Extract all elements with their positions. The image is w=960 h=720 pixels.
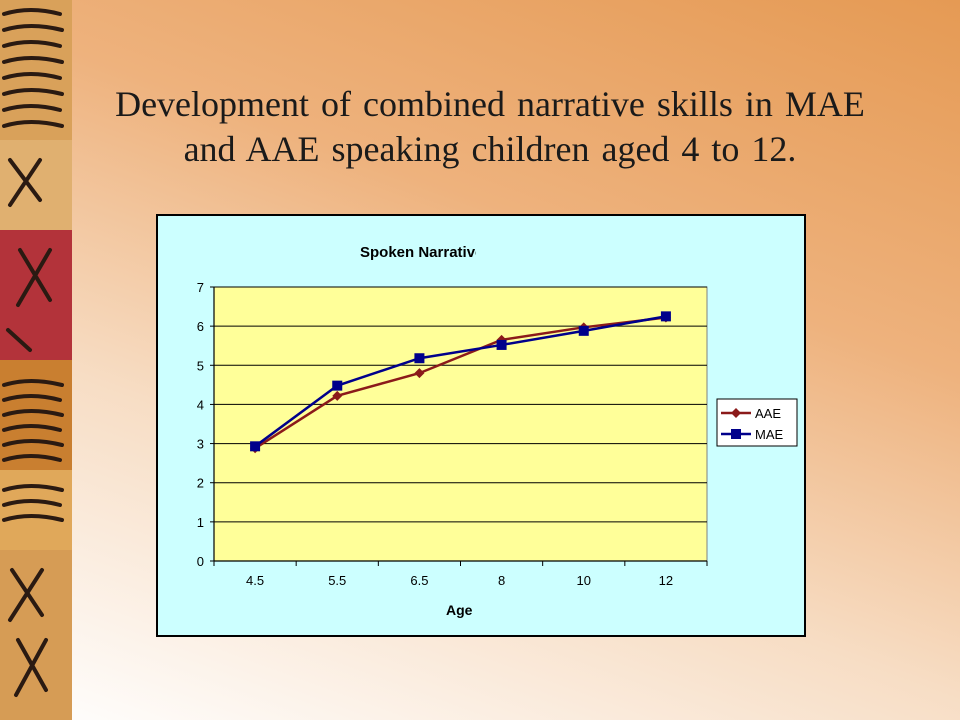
data-point-mae <box>414 353 425 364</box>
title-clip-mask <box>476 236 804 276</box>
legend-label: MAE <box>755 427 784 442</box>
x-axis-label: Age <box>446 602 473 618</box>
slide-title-line-1: Development of combined narrative skills… <box>115 84 865 124</box>
x-tick-label: 8 <box>498 573 505 588</box>
data-point-mae <box>578 325 589 336</box>
plot-area <box>213 286 708 562</box>
data-point-mae <box>332 380 343 391</box>
data-point-aae <box>332 390 343 401</box>
series-mae <box>250 311 671 452</box>
x-tick-label: 5.5 <box>328 573 346 588</box>
legend-box <box>716 398 798 447</box>
data-point-mae <box>250 441 261 452</box>
data-point-mae <box>496 339 507 350</box>
legend-marker <box>731 408 741 418</box>
y-tick-label: 0 <box>197 554 204 569</box>
y-tick-label: 1 <box>197 515 204 530</box>
x-tick-label: 12 <box>659 573 673 588</box>
y-axis-ticks: 0 1 2 3 4 5 6 7 <box>197 280 214 569</box>
series-line-aae <box>254 316 667 450</box>
x-axis-ticks: 4.5 5.5 6.5 8 10 12 <box>213 561 708 588</box>
slide-title: Development of combined narrative skills… <box>80 82 900 172</box>
legend-label: AAE <box>755 406 781 421</box>
y-tick-label: 3 <box>197 437 204 452</box>
series-line-mae <box>254 315 667 448</box>
y-tick-label: 7 <box>197 280 204 295</box>
x-tick-label: 10 <box>577 573 591 588</box>
slide-title-line-2: and AAE speaking children aged 4 to 12. <box>183 129 797 169</box>
legend: AAE MAE <box>716 398 798 447</box>
y-tick-label: 6 <box>197 319 204 334</box>
y-tick-label: 2 <box>197 476 204 491</box>
xlabel-clip-mask <box>476 596 804 631</box>
y-tick-label: 5 <box>197 358 204 373</box>
legend-item-aae: AAE <box>721 406 781 421</box>
data-point-mae <box>660 311 671 322</box>
legend-marker <box>731 429 741 439</box>
decorative-border-strip <box>0 0 72 720</box>
x-tick-label: 6.5 <box>410 573 428 588</box>
gridlines <box>214 286 707 523</box>
data-point-aae <box>414 368 425 379</box>
x-tick-label: 4.5 <box>246 573 264 588</box>
series-layer <box>250 311 671 454</box>
legend-item-mae: MAE <box>721 427 784 442</box>
y-tick-label: 4 <box>197 397 204 412</box>
